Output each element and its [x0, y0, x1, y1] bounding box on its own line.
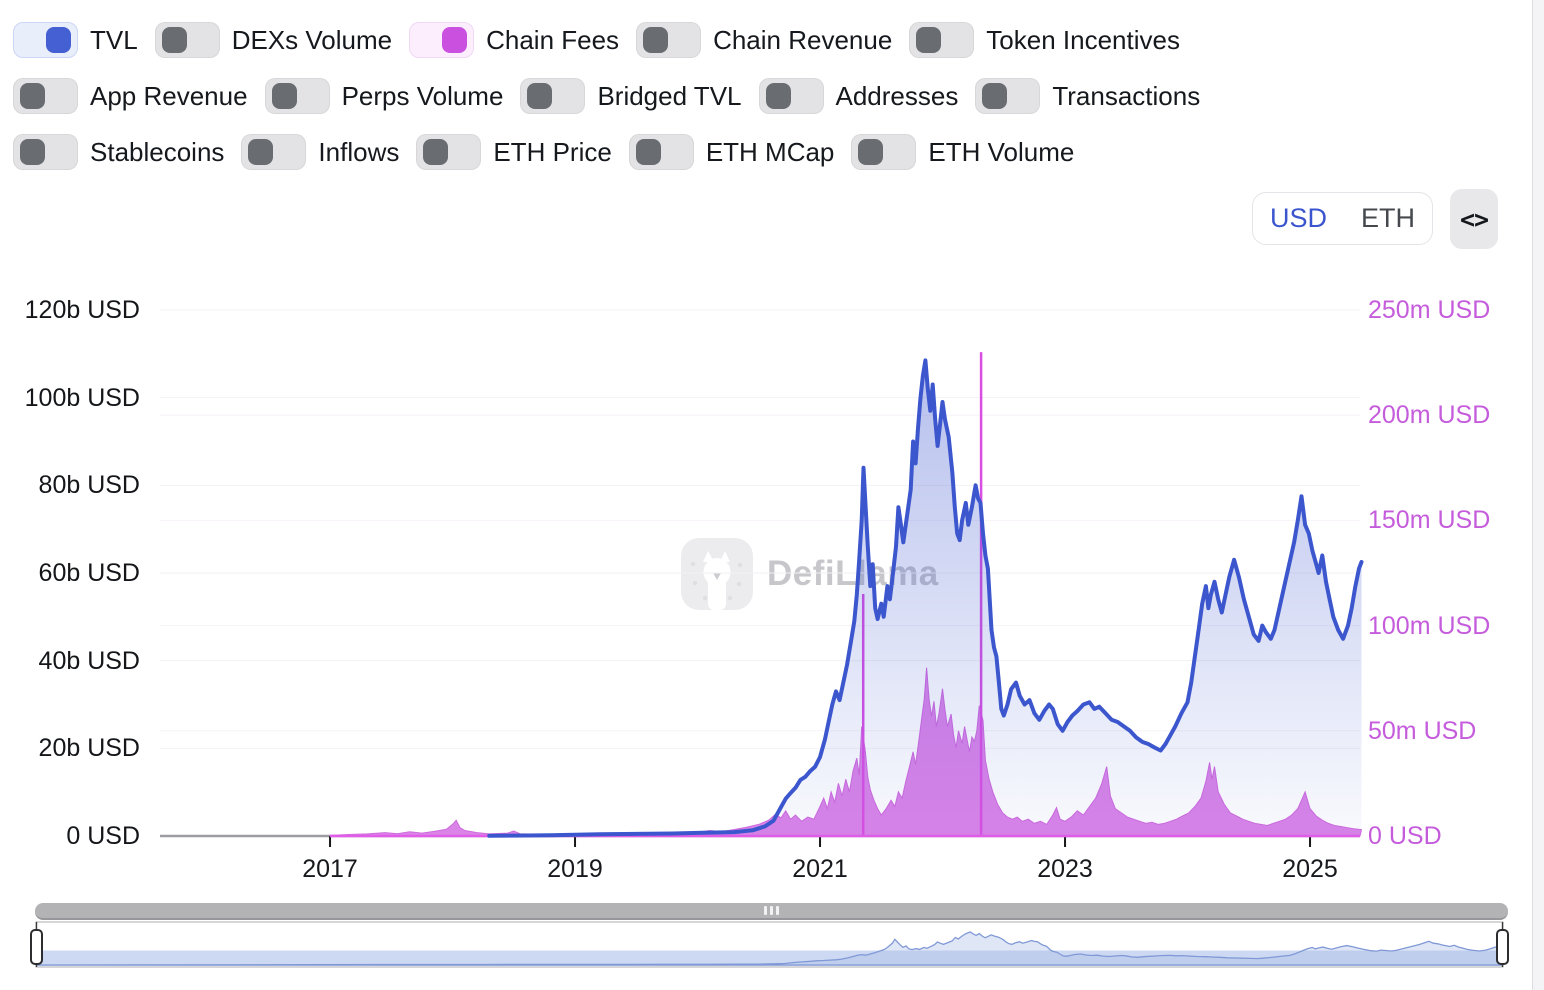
axis-tick-label: 2021: [792, 855, 848, 883]
axis-tick-label: 80b USD: [38, 471, 140, 500]
axis-tick-label: 150m USD: [1368, 506, 1491, 535]
legend-item-perps-volume: Perps Volume: [264, 78, 504, 114]
toggle-inflows[interactable]: [241, 134, 307, 170]
toggle-knob: [20, 83, 45, 109]
axis-tick-label: 100b USD: [24, 383, 140, 412]
toggle-transactions[interactable]: [975, 78, 1041, 114]
toggle-knob: [643, 27, 669, 53]
legend-item-tvl: TVL: [13, 22, 138, 58]
toggle-knob: [982, 83, 1008, 109]
axis-tick-label: 200m USD: [1368, 401, 1491, 430]
metric-toggle-legend: TVL DEXs Volume Chain Fees Chain Revenue Tok…: [13, 22, 1200, 170]
legend-label-bridged-tvl: Bridged TVL: [597, 80, 742, 111]
axis-tick-label: 40b USD: [38, 646, 140, 675]
legend-item-addresses: Addresses: [758, 78, 959, 114]
legend-label-transactions: Transactions: [1052, 80, 1201, 111]
legend-label-chain-revenue: Chain Revenue: [713, 24, 893, 55]
legend-row: TVL DEXs Volume Chain Fees Chain Revenue Tok…: [13, 22, 1200, 58]
legend-item-token-incentives: Token Incentives: [909, 22, 1180, 58]
legend-label-stablecoins: Stablecoins: [90, 136, 225, 167]
legend-item-chain-revenue: Chain Revenue: [636, 22, 892, 58]
embed-button[interactable]: <>: [1450, 189, 1498, 249]
legend-item-inflows: Inflows: [241, 134, 399, 170]
legend-label-chain-fees: Chain Fees: [486, 24, 620, 55]
toggle-bridged-tvl[interactable]: [520, 78, 586, 114]
scrollbar-grip-icon: [764, 906, 779, 915]
axis-tick-label: 0 USD: [1368, 822, 1442, 850]
toggle-chain-fees[interactable]: [409, 22, 475, 58]
legend-label-perps-volume: Perps Volume: [341, 80, 504, 111]
toggle-knob: [248, 139, 274, 165]
toggle-chain-revenue[interactable]: [636, 22, 702, 58]
toggle-knob: [161, 27, 187, 53]
toggle-knob: [527, 83, 553, 109]
toggle-perps-volume[interactable]: [264, 78, 330, 114]
legend-item-transactions: Transactions: [975, 78, 1200, 114]
toggle-knob: [858, 139, 884, 165]
toggle-dexs-volume[interactable]: [154, 22, 220, 58]
watermark: DefiLlama: [681, 538, 939, 610]
toggle-eth-price[interactable]: [416, 134, 482, 170]
toggle-knob: [46, 27, 71, 53]
legend-item-eth-mcap: ETH MCap: [628, 134, 835, 170]
legend-label-eth-volume: ETH Volume: [928, 136, 1075, 167]
legend-item-eth-volume: ETH Volume: [851, 134, 1074, 170]
axis-tick-label: 2025: [1282, 855, 1338, 883]
code-icon: <>: [1459, 204, 1489, 234]
legend-item-chain-fees: Chain Fees: [409, 22, 619, 58]
legend-label-eth-mcap: ETH MCap: [705, 136, 835, 167]
toggle-addresses[interactable]: [758, 78, 824, 114]
legend-item-app-revenue: App Revenue: [13, 78, 248, 114]
toggle-knob: [916, 27, 942, 53]
axis-tick-label: 50m USD: [1368, 716, 1477, 745]
currency-switch: USD ETH: [1252, 192, 1433, 245]
legend-label-dexs-volume: DEXs Volume: [231, 24, 393, 55]
brush-handle-right[interactable]: [1496, 929, 1509, 965]
axis-tick-label: 250m USD: [1368, 296, 1491, 324]
toggle-app-revenue[interactable]: [13, 78, 78, 114]
legend-label-tvl: TVL: [90, 24, 138, 55]
toggle-knob: [442, 27, 468, 53]
toggle-eth-mcap[interactable]: [628, 134, 694, 170]
axis-tick-label: 120b USD: [24, 296, 140, 324]
toggle-tvl[interactable]: [13, 22, 78, 58]
legend-label-eth-price: ETH Price: [493, 136, 612, 167]
page-scrollbar[interactable]: [1532, 0, 1544, 990]
toggle-knob: [765, 83, 791, 109]
toggle-knob: [271, 83, 297, 109]
brush-handle-left[interactable]: [30, 929, 43, 965]
toggle-knob: [20, 139, 45, 165]
axis-tick-label: 100m USD: [1368, 611, 1491, 640]
axis-tick-label: 20b USD: [38, 734, 140, 763]
toggle-token-incentives[interactable]: [909, 22, 975, 58]
legend-item-dexs-volume: DEXs Volume: [154, 22, 393, 58]
axis-tick-label: 2023: [1037, 855, 1093, 883]
legend-label-app-revenue: App Revenue: [90, 80, 248, 111]
legend-row: App Revenue Perps Volume Bridged TVL Addres…: [13, 78, 1200, 114]
currency-option-eth[interactable]: ETH: [1361, 203, 1415, 233]
legend-item-bridged-tvl: Bridged TVL: [520, 78, 742, 114]
defillama-logo-icon: [681, 538, 753, 610]
brush-scrollbar[interactable]: [35, 903, 1508, 920]
toggle-eth-volume[interactable]: [851, 134, 917, 170]
axis-tick-label: 60b USD: [38, 559, 140, 587]
axis-tick-label: 2019: [547, 855, 603, 883]
legend-label-inflows: Inflows: [318, 136, 400, 167]
currency-option-usd[interactable]: USD: [1269, 203, 1327, 233]
axis-tick-label: 0 USD: [66, 822, 140, 850]
legend-row: Stablecoins Inflows ETH Price ETH MCap ETH V…: [13, 134, 1200, 170]
axis-tick-label: 2017: [302, 855, 358, 883]
toggle-knob: [635, 139, 661, 165]
watermark-text: DefiLlama: [767, 554, 939, 593]
legend-item-eth-price: ETH Price: [416, 134, 612, 170]
toggle-stablecoins[interactable]: [13, 134, 78, 170]
legend-item-stablecoins: Stablecoins: [13, 134, 224, 170]
toggle-knob: [423, 139, 449, 165]
legend-label-token-incentives: Token Incentives: [986, 24, 1180, 55]
legend-label-addresses: Addresses: [835, 80, 959, 111]
